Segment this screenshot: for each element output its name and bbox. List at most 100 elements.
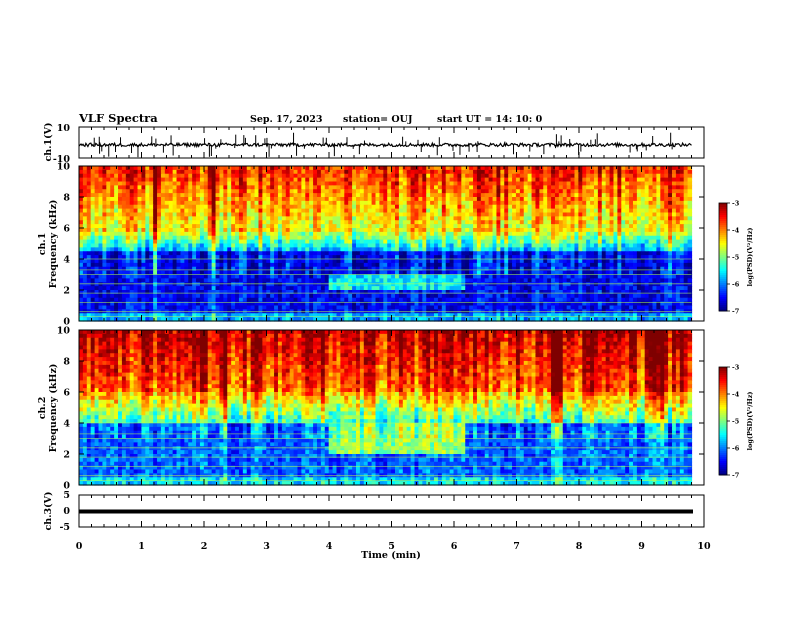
spectrogram-cell <box>235 182 240 186</box>
spectrogram-cell <box>173 174 178 178</box>
spectrogram-cell <box>633 240 638 244</box>
spectrogram-cell <box>465 267 470 271</box>
spectrogram-cell <box>376 232 381 236</box>
spectrogram-cell <box>598 244 603 248</box>
spectrogram-cell <box>442 205 447 209</box>
spectrogram-cell <box>266 220 271 224</box>
spectrogram-cell <box>231 278 236 282</box>
spectrogram-cell <box>266 259 271 263</box>
spectrogram-cell <box>559 263 564 267</box>
spectrogram-cell <box>411 209 416 213</box>
spectrogram-cell <box>196 205 201 209</box>
spectrogram-cell <box>270 236 275 240</box>
spectrogram-cell <box>360 224 365 228</box>
spectrogram-cell <box>438 251 443 255</box>
spectrogram-cell <box>208 240 213 244</box>
spectrogram-cell <box>672 278 677 282</box>
spectrogram-cell <box>606 267 611 271</box>
spectrogram-cell <box>231 178 236 182</box>
spectrogram-cell <box>122 209 127 213</box>
spectrogram-cell <box>633 197 638 201</box>
spectrogram-cell <box>555 178 560 182</box>
spectrogram-cell <box>485 174 490 178</box>
spectrogram-cell <box>278 178 283 182</box>
spectrogram-cell <box>672 209 677 213</box>
spectrogram-cell <box>567 275 572 279</box>
spectrogram-cell <box>567 240 572 244</box>
spectrogram-cell <box>641 275 646 279</box>
spectrogram-cell <box>184 216 189 220</box>
spectrogram-cell <box>496 247 501 251</box>
spectrogram-cell <box>473 216 478 220</box>
spectrogram-cell <box>180 189 185 193</box>
spectrogram-cell <box>91 228 96 232</box>
spectrogram-cell <box>676 220 681 224</box>
spectrogram-cell <box>83 178 88 182</box>
spectrogram-cell <box>422 220 427 224</box>
spectrogram-cell <box>496 278 501 282</box>
spectrogram-cell <box>574 185 579 189</box>
spectrogram-cell <box>457 166 462 170</box>
spectrogram-cell <box>649 182 654 186</box>
spectrogram-cell <box>352 267 357 271</box>
spectrogram-cell <box>489 189 494 193</box>
spectrogram-cell <box>192 224 197 228</box>
spectrogram-cell <box>446 251 451 255</box>
spectrogram-cell <box>336 209 341 213</box>
spectrogram-cell <box>317 174 322 178</box>
spectrogram-cell <box>520 247 525 251</box>
spectrogram-cell <box>535 275 540 279</box>
spectrogram-cell <box>473 267 478 271</box>
spectrogram-cell <box>434 278 439 282</box>
spectrogram-cell <box>438 224 443 228</box>
spectrogram-cell <box>333 193 338 197</box>
spectrogram-cell <box>102 178 107 182</box>
spectrogram-cell <box>169 189 174 193</box>
spectrogram-cell <box>434 251 439 255</box>
spectrogram-cell <box>535 244 540 248</box>
spectrogram-cell <box>469 209 474 213</box>
spectrogram-cell <box>645 182 650 186</box>
spectrogram-cell <box>621 263 626 267</box>
spectrogram-cell <box>165 182 170 186</box>
spectrogram-cell <box>200 228 205 232</box>
spectrogram-cell <box>282 220 287 224</box>
spectrogram-cell <box>668 244 673 248</box>
spectrogram-cell <box>274 251 279 255</box>
spectrogram-cell <box>294 267 299 271</box>
spectrogram-cell <box>532 182 537 186</box>
spectrogram-cell <box>188 185 193 189</box>
spectrogram-cell <box>422 282 427 286</box>
spectrogram-cell <box>516 275 521 279</box>
spectrogram-cell <box>192 189 197 193</box>
spectrogram-cell <box>450 259 455 263</box>
spectrogram-cell <box>153 209 158 213</box>
spectrogram-cell <box>258 197 263 201</box>
spectrogram-cell <box>219 189 224 193</box>
spectrogram-cell <box>79 197 84 201</box>
spectrogram-cell <box>543 251 548 255</box>
spectrogram-cell <box>512 251 517 255</box>
spectrogram-cell <box>578 220 583 224</box>
spectrogram-cell <box>130 166 135 170</box>
spectrogram-cell <box>204 278 209 282</box>
spectrogram-cell <box>235 251 240 255</box>
spectrogram-cell <box>99 178 104 182</box>
spectrogram-cell <box>270 275 275 279</box>
spectrogram-cell <box>399 224 404 228</box>
spectrogram-cell <box>555 216 560 220</box>
spectrogram-cell <box>629 166 634 170</box>
spectrogram-cell <box>192 259 197 263</box>
spectrogram-cell <box>668 267 673 271</box>
spectrogram-cell <box>216 182 221 186</box>
spectrogram-cell <box>138 174 143 178</box>
spectrogram-cell <box>489 178 494 182</box>
spectrogram-cell <box>477 174 482 178</box>
spectrogram-cell <box>258 282 263 286</box>
spectrogram-cell <box>563 213 568 217</box>
spectrogram-cell <box>130 220 135 224</box>
spectrogram-cell <box>255 240 260 244</box>
spectrogram-cell <box>606 247 611 251</box>
spectrogram-cell <box>582 170 587 174</box>
spectrogram-cell <box>426 178 431 182</box>
